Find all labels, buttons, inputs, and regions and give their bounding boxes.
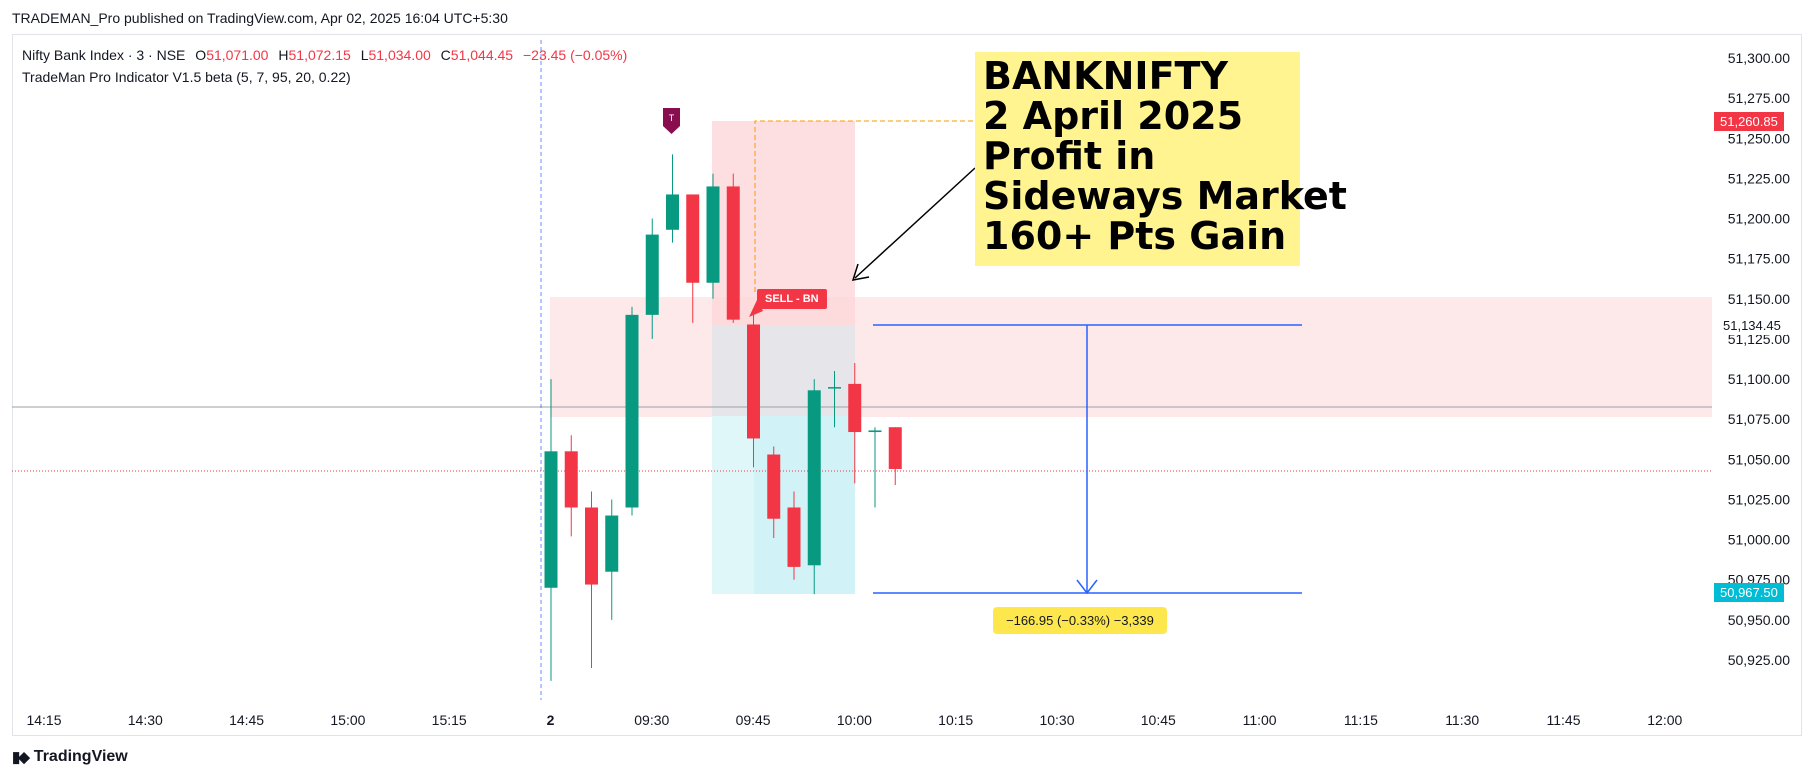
- y-tick-label: 51,250.00: [1728, 130, 1790, 146]
- short-position-risk-zone: [712, 326, 855, 416]
- y-tick-label: 51,075.00: [1728, 411, 1790, 427]
- candle-body-down: [726, 186, 740, 320]
- annotation-line: Sideways Market: [983, 174, 1347, 218]
- y-tick-label: 51,275.00: [1728, 90, 1790, 106]
- x-tick-label: 14:45: [229, 712, 264, 728]
- candle-body-up: [645, 234, 659, 315]
- low-value: 51,034.00: [368, 47, 431, 63]
- tradingview-brand-text: TradingView: [33, 748, 128, 765]
- candle-body-up: [625, 314, 639, 508]
- annotation-line: 160+ Pts Gain: [983, 214, 1287, 258]
- tradingview-icon: ▮◆: [12, 749, 30, 766]
- trade-marker-icon: [663, 108, 680, 134]
- y-tick-label: 50,925.00: [1728, 652, 1790, 668]
- price-axis[interactable]: 51,300.00 51,275.00 51,250.00 51,225.00 51,2…: [1728, 50, 1790, 668]
- candle-body-down: [888, 427, 902, 469]
- tradingview-logo[interactable]: ▮◆ TradingView: [12, 748, 128, 766]
- y-tick-label: 51,100.00: [1728, 371, 1790, 387]
- annotation-arrowhead: [851, 263, 870, 281]
- y-tick-label: 51,150.00: [1728, 291, 1790, 307]
- high-value: 51,072.15: [288, 47, 351, 63]
- current-price-tag: 51,260.85: [1714, 112, 1784, 131]
- x-tick-label: 14:30: [128, 712, 163, 728]
- x-tick-label: 2: [547, 712, 555, 728]
- sell-signal-label: SELL - BN: [757, 289, 827, 309]
- x-tick-label: 10:15: [938, 712, 973, 728]
- x-tick-label: 11:45: [1547, 712, 1581, 728]
- target-top-price-tag: 51,134.45: [1717, 316, 1787, 335]
- target-bottom-price-tag: 50,967.50: [1714, 583, 1784, 602]
- close-value: 51,044.45: [450, 47, 514, 63]
- legend-ohlc-row: Nifty Bank Index · 3 · NSE O51,071.00 H5…: [22, 44, 627, 66]
- x-tick-label: 11:30: [1445, 712, 1479, 728]
- high-label: H: [278, 47, 289, 63]
- candle-body-down: [564, 451, 578, 508]
- x-tick-label: 10:45: [1141, 712, 1176, 728]
- x-tick-label: 15:00: [330, 712, 365, 728]
- candle-body-up: [605, 515, 619, 572]
- y-tick-label: 50,950.00: [1728, 612, 1790, 628]
- open-label: O: [195, 47, 207, 63]
- candle-body-down: [747, 324, 760, 439]
- change-value: −23.45 (−0.05%): [522, 47, 628, 63]
- x-tick-label: 09:45: [736, 712, 771, 728]
- open-value: 51,071.00: [206, 47, 269, 63]
- x-tick-label: 12:00: [1647, 712, 1682, 728]
- candle-body-down: [767, 454, 781, 519]
- measure-result-label: −166.95 (−0.33%) −3,339: [993, 607, 1167, 634]
- x-tick-label: 10:30: [1039, 712, 1074, 728]
- y-tick-label: 51,300.00: [1728, 50, 1790, 66]
- sell-label-pointer: [749, 300, 763, 317]
- candle-body-down: [848, 383, 862, 433]
- indicator-label[interactable]: TradeMan Pro Indicator V1.5 beta (5, 7, …: [22, 69, 351, 85]
- y-tick-label: 51,000.00: [1728, 532, 1790, 548]
- candle-body-up: [666, 194, 679, 230]
- candle-body-up: [706, 186, 720, 283]
- y-tick-label: 51,200.00: [1728, 211, 1790, 227]
- candle-body-up: [868, 430, 882, 433]
- candle-body-up: [544, 451, 558, 588]
- chart-legend: Nifty Bank Index · 3 · NSE O51,071.00 H5…: [22, 44, 627, 88]
- x-tick-label: 10:00: [837, 712, 872, 728]
- candles-group: [544, 154, 902, 681]
- y-tick-label: 51,175.00: [1728, 251, 1790, 267]
- x-tick-label: 14:15: [26, 712, 61, 728]
- x-tick-label: 09:30: [634, 712, 669, 728]
- time-axis[interactable]: 14:15 14:30 14:45 15:00 15:15 2 09:30 09:45 10:0…: [26, 712, 1682, 728]
- candle-body-down: [787, 507, 801, 567]
- annotation-line: 2 April 2025: [983, 94, 1244, 138]
- x-tick-label: 11:15: [1344, 712, 1378, 728]
- candle-body-up: [828, 387, 841, 389]
- y-tick-label: 51,050.00: [1728, 451, 1790, 467]
- x-tick-label: 11:00: [1243, 712, 1277, 728]
- annotation-line: BANKNIFTY: [983, 54, 1228, 98]
- trade-marker-text: T: [669, 113, 675, 123]
- annotation-callout: BANKNIFTY 2 April 2025 Profit in Sideway…: [975, 52, 1347, 266]
- publisher-line: TRADEMAN_Pro published on TradingView.co…: [12, 10, 508, 26]
- entry-dashed-level: [754, 120, 985, 292]
- y-tick-label: 51,225.00: [1728, 170, 1790, 186]
- candle-body-down: [686, 194, 700, 283]
- annotation-line: Profit in: [983, 134, 1156, 178]
- low-label: L: [360, 47, 369, 63]
- measure-arrowhead: [1076, 579, 1098, 595]
- symbol-label[interactable]: Nifty Bank Index · 3 · NSE: [22, 47, 186, 63]
- annotation-arrow-line: [854, 167, 976, 279]
- y-tick-label: 51,025.00: [1728, 491, 1790, 507]
- candle-body-up: [807, 390, 821, 566]
- candle-body-down: [585, 507, 598, 585]
- x-tick-label: 15:15: [432, 712, 467, 728]
- chart-frame[interactable]: [12, 34, 1802, 736]
- close-label: C: [440, 47, 451, 63]
